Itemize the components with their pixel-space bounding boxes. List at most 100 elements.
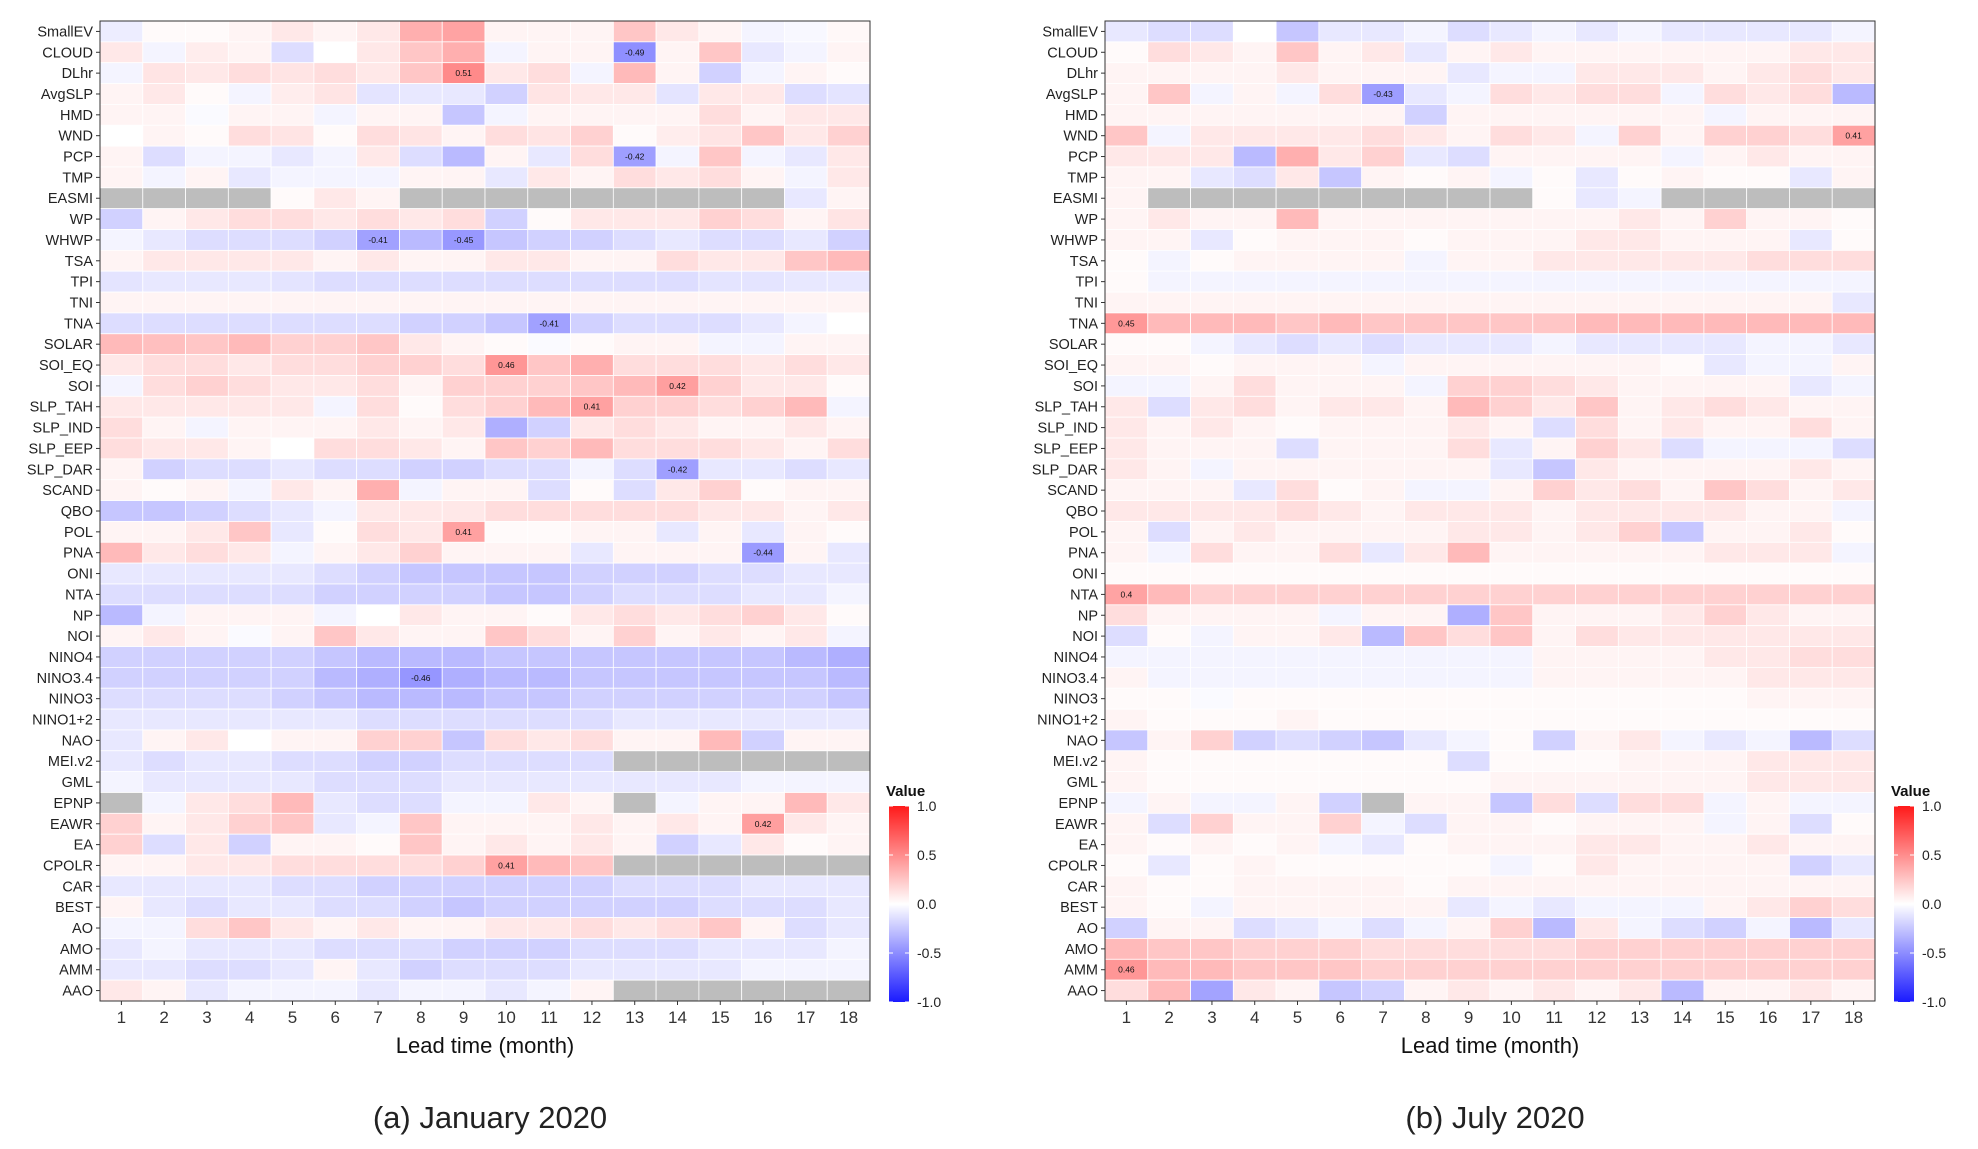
heatmap-cell bbox=[1446, 979, 1491, 1002]
heatmap-cell bbox=[227, 625, 272, 647]
heatmap-cell bbox=[527, 729, 571, 752]
heatmap-cell bbox=[1190, 479, 1234, 501]
heatmap-cell bbox=[655, 333, 700, 356]
heatmap-cell bbox=[1789, 604, 1833, 627]
heatmap-cell bbox=[1617, 208, 1662, 230]
heatmap-cell bbox=[99, 375, 144, 397]
heatmap-cell bbox=[1318, 416, 1363, 439]
heatmap-cell bbox=[698, 562, 743, 585]
heatmap-cell bbox=[1617, 333, 1662, 356]
heatmap-cell bbox=[1831, 875, 1876, 898]
heatmap-cell bbox=[1703, 416, 1748, 439]
heatmap-cell bbox=[1190, 708, 1234, 731]
heatmap-cell bbox=[484, 958, 529, 981]
heatmap-cell bbox=[698, 604, 743, 627]
heatmap-cell bbox=[784, 604, 828, 627]
heatmap-cell bbox=[185, 854, 229, 877]
heatmap-cell bbox=[1232, 145, 1277, 168]
heatmap-cell bbox=[826, 124, 871, 147]
heatmap-cell bbox=[1104, 938, 1149, 960]
heatmap-cell bbox=[1789, 771, 1833, 793]
heatmap-cell bbox=[1703, 979, 1748, 1002]
heatmap-cell bbox=[1104, 771, 1149, 793]
heatmap-cell bbox=[99, 416, 144, 439]
heatmap-cell bbox=[1275, 833, 1320, 856]
heatmap-cell bbox=[1746, 291, 1790, 314]
heatmap-cell bbox=[784, 395, 828, 418]
heatmap-cell bbox=[185, 479, 229, 501]
x-tick-label: 6 bbox=[1336, 1008, 1345, 1027]
heatmap-cell bbox=[1232, 812, 1277, 835]
heatmap-cell bbox=[142, 375, 186, 397]
heatmap-cell bbox=[441, 20, 486, 43]
heatmap-cell bbox=[1532, 395, 1576, 418]
heatmap-cell bbox=[441, 312, 486, 335]
heatmap-cell bbox=[1746, 833, 1790, 856]
heatmap-cell bbox=[1275, 124, 1320, 147]
heatmap-cell bbox=[1532, 229, 1576, 251]
heatmap-cell bbox=[1575, 792, 1619, 814]
heatmap-cell bbox=[313, 729, 358, 752]
heatmap-cell bbox=[1404, 875, 1448, 898]
heatmap-cell bbox=[1232, 625, 1277, 647]
heatmap-cell bbox=[227, 187, 272, 210]
heatmap-cell bbox=[784, 166, 828, 189]
heatmap-cell bbox=[99, 166, 144, 189]
heatmap-cell bbox=[612, 479, 657, 501]
heatmap-cell bbox=[270, 375, 315, 397]
heatmap-cell bbox=[399, 354, 443, 376]
heatmap-cell bbox=[826, 83, 871, 105]
y-tick-label: NAO bbox=[1067, 733, 1098, 749]
heatmap-cell bbox=[570, 416, 614, 439]
heatmap-cell bbox=[784, 479, 828, 501]
heatmap-cell bbox=[1831, 500, 1876, 522]
heatmap-cell bbox=[1703, 562, 1748, 585]
heatmap-cell bbox=[570, 291, 614, 314]
heatmap-cell bbox=[1275, 854, 1320, 877]
heatmap-cell bbox=[784, 750, 828, 773]
cell-annotation: 0.42 bbox=[669, 381, 686, 391]
heatmap-cell bbox=[313, 312, 358, 335]
heatmap-cell bbox=[227, 646, 272, 668]
heatmap-cell bbox=[1404, 583, 1448, 606]
heatmap-cell bbox=[1660, 208, 1705, 230]
heatmap-cell bbox=[655, 854, 700, 877]
heatmap-cell bbox=[1831, 20, 1876, 43]
heatmap-cell bbox=[1318, 291, 1363, 314]
heatmap-cell bbox=[441, 875, 486, 898]
heatmap-cell bbox=[655, 896, 700, 918]
heatmap-cell bbox=[1404, 104, 1448, 126]
heatmap-cell bbox=[185, 145, 229, 168]
heatmap-cell bbox=[612, 395, 657, 418]
heatmap-cell bbox=[826, 666, 871, 689]
heatmap-cell bbox=[142, 604, 186, 627]
heatmap-cell bbox=[1147, 333, 1191, 356]
heatmap-cell bbox=[1361, 479, 1405, 501]
heatmap-cell bbox=[784, 541, 828, 564]
heatmap-cell bbox=[1789, 312, 1833, 335]
heatmap-cell bbox=[1575, 750, 1619, 773]
heatmap-cell bbox=[1575, 541, 1619, 564]
heatmap-cell bbox=[1232, 875, 1277, 898]
heatmap-cell bbox=[1575, 229, 1619, 251]
heatmap-cell bbox=[698, 666, 743, 689]
heatmap-cell bbox=[1703, 20, 1748, 43]
heatmap-cell bbox=[1660, 395, 1705, 418]
heatmap-cell bbox=[1190, 729, 1234, 752]
heatmap-cell bbox=[612, 187, 657, 210]
heatmap-cell bbox=[1446, 187, 1491, 210]
legend-tick-label: 0.0 bbox=[1922, 896, 1942, 912]
heatmap-cell bbox=[1446, 646, 1491, 668]
heatmap-cell bbox=[227, 583, 272, 606]
heatmap-cell bbox=[1660, 416, 1705, 439]
heatmap-cell bbox=[142, 291, 186, 314]
heatmap-cell bbox=[1489, 708, 1534, 731]
heatmap-cell bbox=[1104, 833, 1149, 856]
heatmap-cell bbox=[1446, 166, 1491, 189]
x-tick-label: 12 bbox=[1587, 1008, 1606, 1027]
heatmap-cell bbox=[1617, 437, 1662, 460]
heatmap-cell bbox=[313, 708, 358, 731]
heatmap-cell bbox=[1831, 604, 1876, 627]
heatmap-cell bbox=[270, 625, 315, 647]
heatmap-cell bbox=[1660, 625, 1705, 647]
